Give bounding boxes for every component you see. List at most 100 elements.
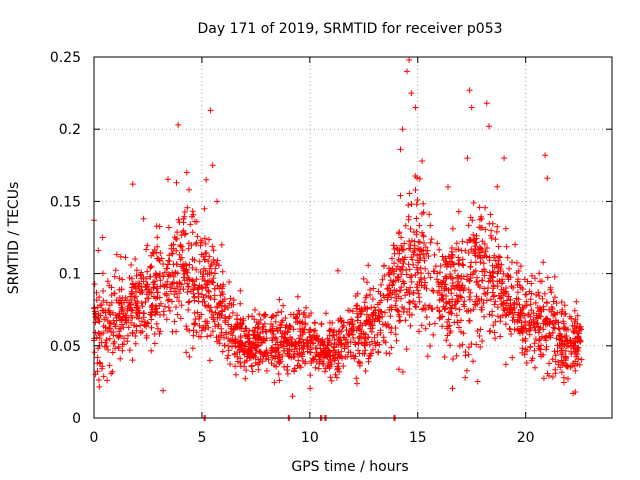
data-point [422,279,429,286]
data-point [462,374,469,381]
data-point [489,262,496,269]
data-point [219,289,225,295]
data-point [95,377,102,383]
data-point [249,313,256,320]
data-point [437,269,443,276]
data-point [105,346,111,353]
data-point [435,281,442,288]
data-point [103,343,110,350]
data-point [520,324,527,331]
data-point [399,304,406,311]
data-point [481,241,488,247]
data-point [151,246,158,253]
data-point [436,307,443,314]
data-point [355,325,362,332]
data-point [210,256,217,263]
data-point [281,347,288,354]
data-point [491,301,498,308]
data-point [112,312,119,319]
data-point [395,308,402,315]
data-point [427,274,434,281]
data-point [170,245,177,252]
data-point [555,358,562,365]
data-point [559,361,566,368]
data-point [245,313,252,320]
data-point [214,257,221,264]
data-point [412,187,419,193]
data-point [559,306,566,313]
data-point [390,278,397,285]
data-point [269,337,276,344]
data-point [414,257,421,264]
data-point [180,286,187,293]
data-point [413,201,420,208]
data-point [232,343,239,350]
data-point [219,307,226,314]
data-point [420,251,427,258]
data-point [109,368,116,375]
data-point [527,296,534,303]
data-point [448,248,455,255]
data-point [116,311,123,318]
data-point [514,289,521,296]
data-point [297,364,304,371]
data-point [534,320,541,326]
data-point [161,290,168,297]
data-point [185,245,192,252]
data-point [466,277,473,284]
data-point [402,222,409,229]
data-point [140,314,147,321]
data-point [425,270,432,277]
data-point [306,312,312,319]
data-point [527,326,534,332]
data-point [186,327,193,334]
data-point [398,271,405,278]
data-point [568,348,574,355]
data-point [549,356,556,363]
data-point [214,314,221,321]
data-point [526,331,533,338]
data-point [96,359,103,366]
data-point [434,240,441,247]
data-point [573,298,580,305]
data-point [143,246,150,253]
data-point [467,214,474,221]
data-point [510,314,517,321]
data-point [102,309,109,316]
data-point [272,318,279,325]
data-point [465,286,472,293]
data-point [366,353,373,359]
data-point [327,374,334,381]
data-point [401,256,408,263]
data-point [234,321,241,327]
data-point [234,312,240,319]
data-point [104,377,111,384]
data-point [546,330,553,337]
data-point [498,290,504,297]
data-point [408,278,415,285]
data-point [164,278,171,285]
data-point [465,307,472,314]
data-point [284,370,291,377]
data-point [474,300,481,307]
data-point [447,342,453,349]
data-point [414,174,420,181]
data-point [523,328,530,335]
data-point [138,269,145,276]
data-point [558,299,565,305]
data-point [528,290,535,297]
data-point [291,367,297,374]
y-tick-label: 0.05 [50,339,81,355]
data-point [157,311,163,318]
data-point [519,345,526,352]
data-point [353,305,360,312]
data-point [203,176,210,183]
y-tick-label: 0.15 [50,194,81,210]
data-point [574,361,581,367]
data-point [100,373,107,380]
data-point [111,273,118,280]
data-point [515,276,522,283]
data-point [379,313,386,320]
data-point [511,318,518,325]
data-point [354,317,361,324]
